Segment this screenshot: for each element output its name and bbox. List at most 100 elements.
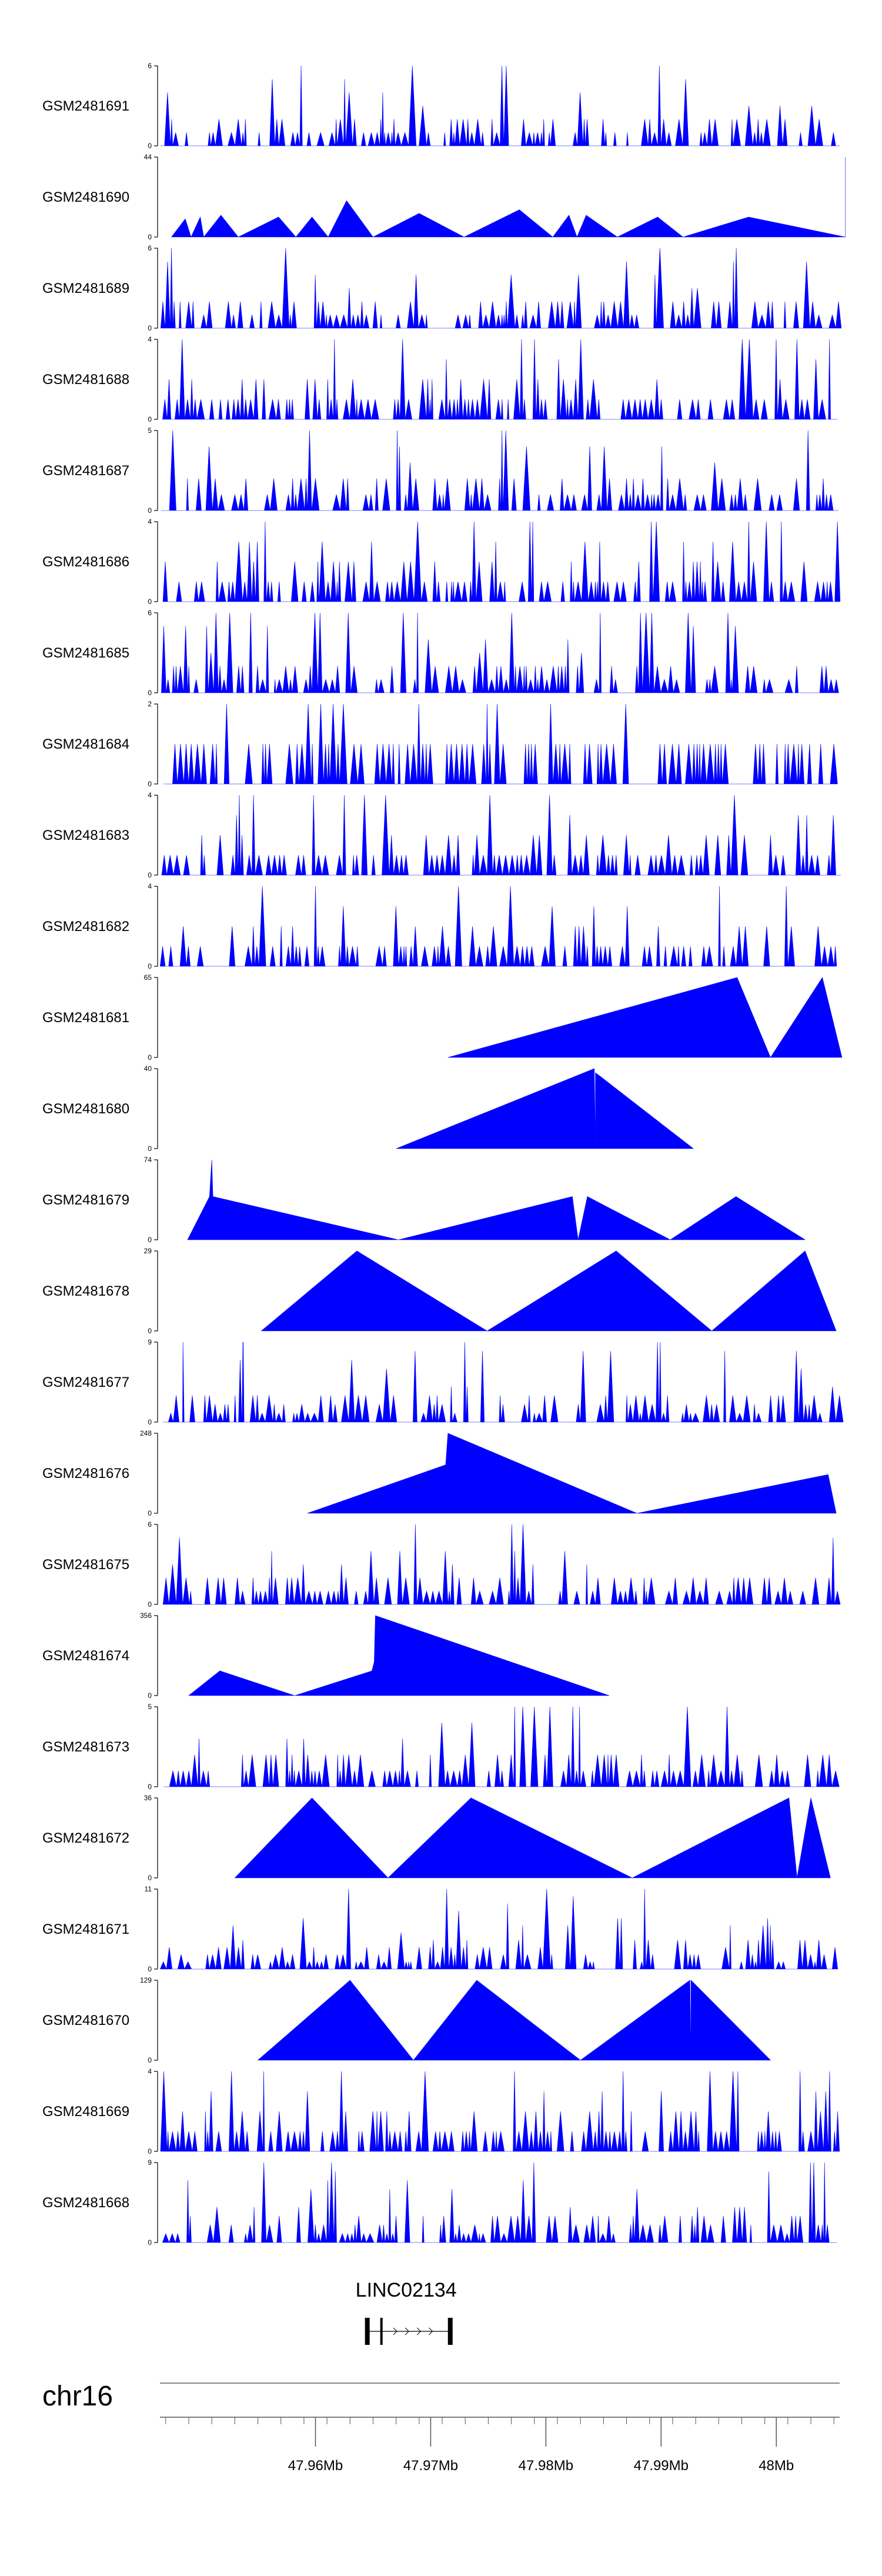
y-tick-label-zero: 0 bbox=[148, 1053, 152, 1062]
coverage-area bbox=[161, 612, 839, 693]
track-GSM2481670: GSM2481670 129 0 bbox=[42, 1976, 771, 2064]
sample-label: GSM2481680 bbox=[42, 1101, 129, 1117]
track-GSM2481691: GSM2481691 6 0 bbox=[42, 62, 840, 150]
y-tick-label-zero: 0 bbox=[148, 142, 152, 150]
y-tick-label-zero: 0 bbox=[148, 1783, 152, 1791]
sample-label: GSM2481685 bbox=[42, 645, 129, 661]
track-GSM2481676: GSM2481676 248 0 bbox=[42, 1429, 837, 1517]
y-tick-label-zero: 0 bbox=[148, 506, 152, 515]
genome-axis: chr16 47.96Mb 47.97Mb 47.98Mb 47.99Mb 48Mb bbox=[42, 2381, 840, 2474]
sample-label: GSM2481672 bbox=[42, 1830, 129, 1846]
gene-model: LINC02134 bbox=[356, 2279, 457, 2345]
sample-label: GSM2481681 bbox=[42, 1010, 129, 1026]
strand-arrow-icon bbox=[429, 2327, 433, 2335]
coverage-area bbox=[163, 703, 838, 785]
track-GSM2481683: GSM2481683 4 0 bbox=[42, 791, 841, 879]
x-tick-label: 48Mb bbox=[759, 2458, 794, 2474]
coverage-area bbox=[162, 1342, 844, 1423]
track-GSM2481680: GSM2481680 40 0 bbox=[42, 1065, 694, 1153]
y-tick-label-max: 9 bbox=[148, 1338, 152, 1346]
y-tick-label-zero: 0 bbox=[148, 1600, 152, 1609]
y-tick-label-zero: 0 bbox=[148, 1691, 152, 1700]
y-tick-label-zero: 0 bbox=[148, 598, 152, 606]
track-GSM2481685: GSM2481685 6 0 bbox=[42, 609, 839, 697]
sample-label: GSM2481669 bbox=[42, 2104, 129, 2120]
y-tick-label-zero: 0 bbox=[148, 1965, 152, 1973]
y-tick-label-zero: 0 bbox=[148, 1236, 152, 1244]
coverage-area bbox=[307, 1433, 837, 1514]
track-GSM2481688: GSM2481688 4 0 bbox=[42, 335, 837, 423]
y-tick-label-max: 129 bbox=[140, 1976, 152, 1984]
sample-label: GSM2481688 bbox=[42, 372, 129, 388]
sample-label: GSM2481674 bbox=[42, 1648, 129, 1664]
y-tick-label-zero: 0 bbox=[148, 2238, 152, 2247]
track-GSM2481678: GSM2481678 29 0 bbox=[42, 1247, 837, 1335]
sample-label: GSM2481683 bbox=[42, 827, 129, 843]
strand-arrow-icon bbox=[393, 2327, 397, 2335]
sample-label: GSM2481670 bbox=[42, 2013, 129, 2028]
strand-arrow-icon bbox=[405, 2327, 409, 2335]
coverage-area bbox=[234, 1797, 831, 1878]
sample-label: GSM2481679 bbox=[42, 1192, 129, 1208]
y-tick-label-zero: 0 bbox=[148, 324, 152, 332]
sample-label: GSM2481689 bbox=[42, 281, 129, 296]
track-GSM2481682: GSM2481682 4 0 bbox=[42, 882, 837, 970]
track-GSM2481679: GSM2481679 74 0 bbox=[42, 1156, 806, 1244]
coverage-area bbox=[162, 339, 837, 420]
track-GSM2481684: GSM2481684 2 0 bbox=[42, 700, 838, 788]
y-tick-label-max: 36 bbox=[144, 1794, 152, 1802]
gene-exon-start bbox=[365, 2318, 370, 2345]
y-tick-label-max: 6 bbox=[148, 609, 152, 617]
x-tick-label: 47.98Mb bbox=[519, 2458, 573, 2474]
sample-label: GSM2481678 bbox=[42, 1283, 129, 1299]
x-tick-label: 47.97Mb bbox=[403, 2458, 458, 2474]
sample-label: GSM2481675 bbox=[42, 1557, 129, 1573]
track-GSM2481668: GSM2481668 9 0 bbox=[42, 2158, 837, 2247]
coverage-area bbox=[161, 795, 841, 876]
y-tick-label-max: 65 bbox=[144, 973, 152, 982]
y-tick-label-max: 6 bbox=[148, 244, 152, 252]
sample-label: GSM2481686 bbox=[42, 554, 129, 570]
sample-label: GSM2481671 bbox=[42, 1921, 129, 1937]
track-GSM2481681: GSM2481681 65 0 bbox=[42, 973, 843, 1062]
y-tick-label-max: 11 bbox=[145, 1885, 152, 1893]
sample-label: GSM2481677 bbox=[42, 1374, 129, 1390]
track-GSM2481673: GSM2481673 5 0 bbox=[42, 1703, 840, 1791]
y-tick-label-max: 44 bbox=[144, 153, 152, 161]
coverage-area bbox=[447, 977, 843, 1058]
coverage-area bbox=[159, 886, 837, 967]
x-tick-label: 47.96Mb bbox=[288, 2458, 343, 2474]
track-GSM2481687: GSM2481687 5 0 bbox=[42, 426, 838, 515]
y-tick-label-max: 4 bbox=[148, 791, 152, 799]
coverage-area bbox=[187, 1159, 806, 1240]
y-tick-label-zero: 0 bbox=[148, 233, 152, 241]
y-tick-label-zero: 0 bbox=[148, 1327, 152, 1335]
y-tick-label-max: 6 bbox=[148, 1520, 152, 1529]
coverage-area bbox=[163, 1706, 840, 1787]
gene-exon-end bbox=[447, 2318, 453, 2345]
track-GSM2481672: GSM2481672 36 0 bbox=[42, 1794, 831, 1882]
gene-label: LINC02134 bbox=[356, 2279, 457, 2301]
chromosome-label: chr16 bbox=[42, 2381, 113, 2412]
gene-exon-2 bbox=[380, 2318, 383, 2345]
y-tick-label-max: 9 bbox=[148, 2158, 152, 2167]
y-tick-label-zero: 0 bbox=[148, 1144, 152, 1153]
y-tick-label-max: 356 bbox=[140, 1611, 152, 1620]
y-tick-label-max: 248 bbox=[140, 1429, 152, 1437]
y-tick-label-max: 4 bbox=[148, 518, 152, 526]
track-GSM2481671: GSM2481671 11 0 bbox=[42, 1885, 838, 1973]
coverage-area bbox=[188, 1615, 610, 1696]
y-tick-label-zero: 0 bbox=[148, 780, 152, 788]
sample-label: GSM2481691 bbox=[42, 98, 129, 114]
y-tick-label-max: 40 bbox=[144, 1065, 152, 1073]
coverage-area bbox=[161, 430, 838, 511]
track-GSM2481689: GSM2481689 6 0 bbox=[42, 244, 842, 332]
coverage-area bbox=[171, 157, 846, 238]
y-tick-label-zero: 0 bbox=[148, 2056, 152, 2064]
coverage-area bbox=[396, 1068, 694, 1149]
track-GSM2481677: GSM2481677 9 0 bbox=[42, 1338, 844, 1426]
coverage-area bbox=[260, 1250, 837, 1332]
y-tick-label-zero: 0 bbox=[148, 1418, 152, 1426]
sample-label: GSM2481668 bbox=[42, 2195, 129, 2211]
